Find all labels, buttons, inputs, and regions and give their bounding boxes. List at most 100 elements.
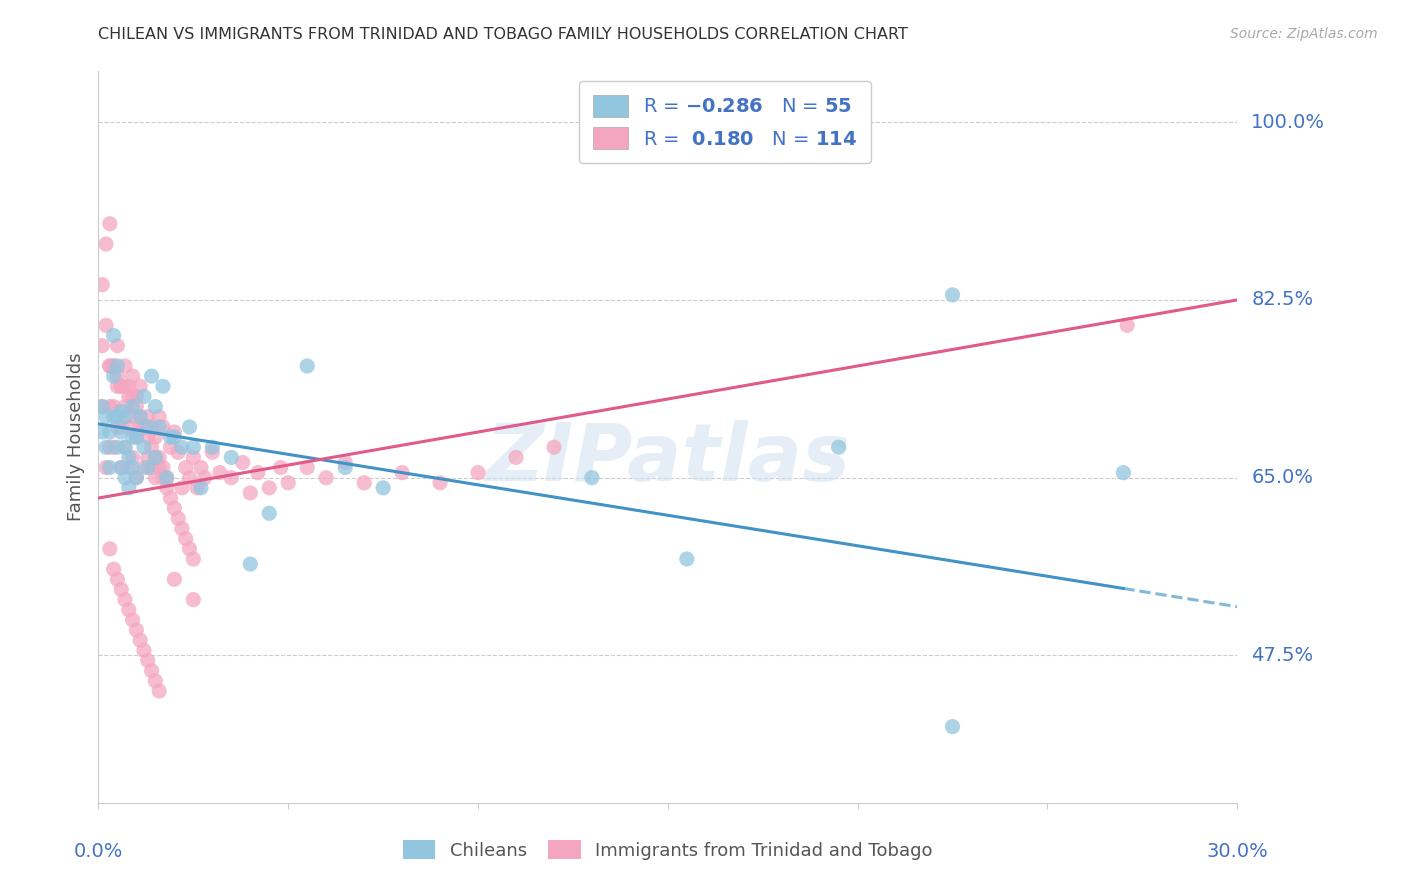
Point [221, 450, 243, 465]
Point [141, 369, 163, 384]
Point [174, 532, 197, 546]
Point [103, 562, 125, 576]
Point [103, 369, 125, 384]
Point [136, 430, 159, 444]
Point [152, 420, 174, 434]
Point [118, 450, 141, 465]
Point [201, 440, 224, 454]
Point [159, 491, 181, 505]
Point [121, 409, 143, 424]
Point [94, 237, 117, 252]
Point [91, 400, 114, 414]
Point [110, 379, 132, 393]
Point [152, 471, 174, 485]
Point [159, 440, 181, 454]
Text: 30.0%: 30.0% [1206, 842, 1268, 861]
Point [335, 460, 357, 475]
Point [186, 481, 208, 495]
Point [114, 440, 136, 454]
Point [170, 440, 193, 454]
Point [94, 440, 117, 454]
Point [232, 455, 254, 469]
Point [353, 475, 375, 490]
Text: 47.5%: 47.5% [1251, 646, 1313, 665]
Point [371, 481, 394, 495]
Point [114, 400, 136, 414]
Point [103, 359, 125, 373]
Point [148, 684, 170, 698]
Point [156, 471, 179, 485]
Point [145, 450, 167, 465]
Point [118, 603, 141, 617]
Point [259, 481, 281, 495]
Point [107, 359, 129, 373]
Point [208, 466, 231, 480]
Point [107, 369, 129, 384]
Point [107, 440, 129, 454]
Point [145, 430, 167, 444]
Point [676, 552, 699, 566]
Point [132, 460, 155, 475]
Point [129, 409, 152, 424]
Point [163, 501, 186, 516]
Point [103, 400, 125, 414]
Point [121, 369, 143, 384]
Point [107, 420, 129, 434]
Point [132, 389, 155, 403]
Point [167, 445, 190, 459]
Point [239, 486, 262, 500]
Point [145, 400, 167, 414]
Point [148, 420, 170, 434]
Point [141, 460, 163, 475]
Point [110, 379, 132, 393]
Point [132, 440, 155, 454]
Point [118, 420, 141, 434]
Point [98, 440, 121, 454]
Point [194, 471, 217, 485]
Point [543, 440, 565, 454]
Point [163, 430, 186, 444]
Point [136, 450, 159, 465]
Point [118, 379, 141, 393]
Point [190, 481, 212, 495]
Point [125, 430, 148, 444]
Point [141, 420, 163, 434]
Y-axis label: Family Households: Family Households [66, 353, 84, 521]
Point [107, 409, 129, 424]
Point [174, 460, 197, 475]
Point [114, 440, 136, 454]
Point [179, 420, 201, 434]
Point [121, 613, 143, 627]
Point [107, 338, 129, 352]
Point [107, 379, 129, 393]
Point [145, 673, 167, 688]
Point [94, 318, 117, 333]
Point [107, 572, 129, 586]
Point [429, 475, 451, 490]
Point [98, 541, 121, 556]
Point [94, 460, 117, 475]
Point [98, 217, 121, 231]
Point [110, 420, 132, 434]
Point [129, 409, 152, 424]
Point [145, 450, 167, 465]
Point [270, 460, 292, 475]
Point [110, 460, 132, 475]
Point [114, 409, 136, 424]
Point [136, 460, 159, 475]
Point [141, 440, 163, 454]
Point [103, 409, 125, 424]
Point [467, 466, 489, 480]
Point [125, 623, 148, 637]
Point [156, 481, 179, 495]
Text: Source: ZipAtlas.com: Source: ZipAtlas.com [1230, 27, 1378, 41]
Point [201, 445, 224, 459]
Text: CHILEAN VS IMMIGRANTS FROM TRINIDAD AND TOBAGO FAMILY HOUSEHOLDS CORRELATION CHA: CHILEAN VS IMMIGRANTS FROM TRINIDAD AND … [98, 27, 908, 42]
Point [125, 389, 148, 403]
Point [121, 460, 143, 475]
Point [148, 460, 170, 475]
Point [114, 359, 136, 373]
Point [98, 400, 121, 414]
Text: 65.0%: 65.0% [1251, 468, 1313, 487]
Point [141, 664, 163, 678]
